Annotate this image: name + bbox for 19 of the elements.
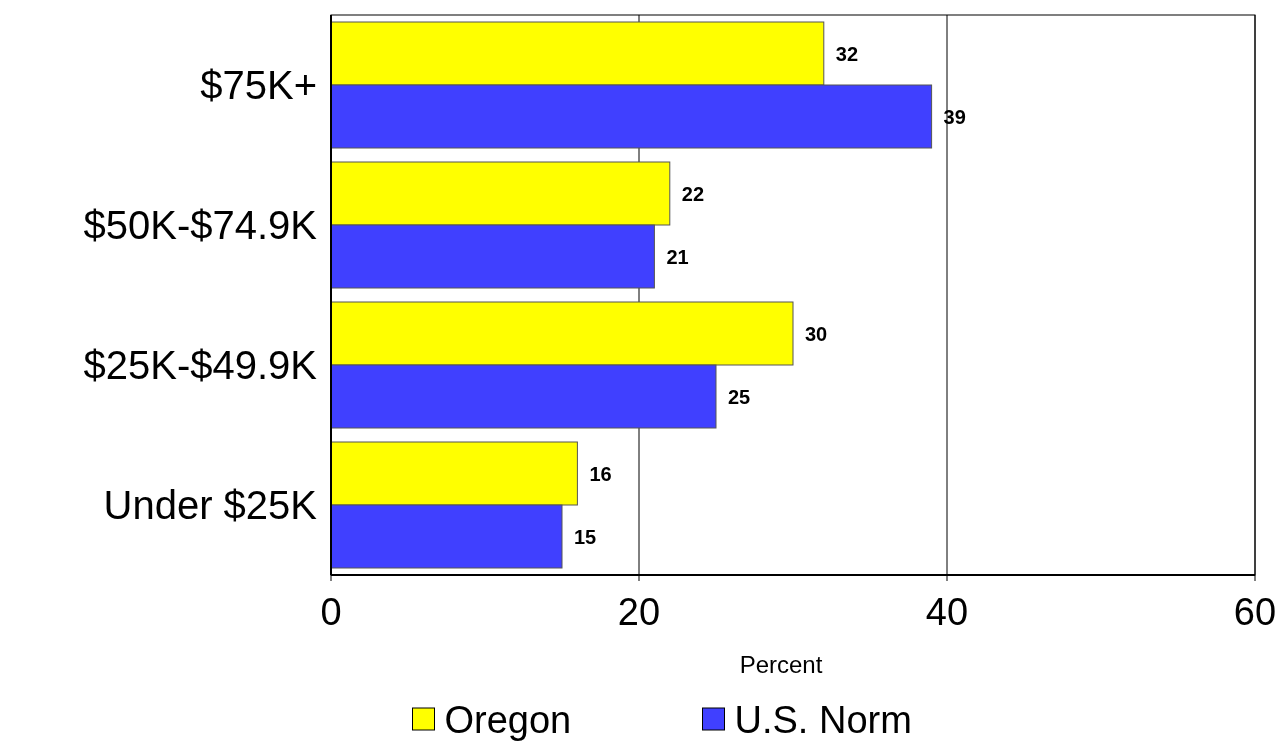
x-tick-label: 20 <box>617 591 661 633</box>
x-tick-label: 0 <box>320 591 342 633</box>
data-label: 32 <box>835 42 859 65</box>
x-tick-label: 40 <box>925 591 969 633</box>
y-tick-label: $50K-$74.9K <box>83 203 318 247</box>
data-label: 39 <box>943 105 966 128</box>
y-tick-label: $75K+ <box>200 63 317 107</box>
legend-label: Oregon <box>444 699 572 741</box>
data-label: 30 <box>805 322 828 345</box>
y-tick-label: Under $25K <box>103 483 318 527</box>
y-tick-label: $25K-$49.9K <box>83 343 318 387</box>
data-label: 22 <box>681 182 705 205</box>
x-tick-label: 60 <box>1233 591 1277 633</box>
data-label: 16 <box>589 462 612 485</box>
legend-label: U.S. Norm <box>734 699 912 741</box>
data-label: 21 <box>666 245 689 268</box>
data-label: 15 <box>574 525 597 548</box>
x-axis-title: Percent <box>739 651 823 678</box>
data-label: 25 <box>728 385 751 408</box>
